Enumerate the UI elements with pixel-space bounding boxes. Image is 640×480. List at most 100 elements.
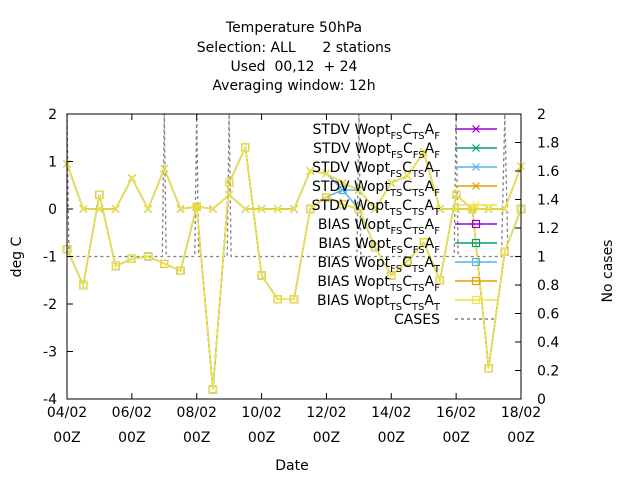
data-point xyxy=(471,276,481,286)
legend-label-part: C xyxy=(402,198,412,214)
legend-label-part: BIAS Wopt xyxy=(318,255,391,271)
legend-label-part: TS xyxy=(389,302,402,313)
title-line-1: Temperature 50hPa xyxy=(225,20,362,36)
x-tick-label-date: 14/02 xyxy=(371,405,411,421)
data-point xyxy=(471,295,481,305)
data-point xyxy=(192,202,201,211)
y-tick-label: -4 xyxy=(43,392,57,408)
legend-label-part: A xyxy=(425,141,435,157)
data-point xyxy=(419,238,428,247)
legend-label-part: BIAS Wopt xyxy=(317,274,390,290)
series-line xyxy=(66,150,522,211)
data-point xyxy=(127,254,136,263)
y-tick-label: 1 xyxy=(48,155,57,171)
legend-label: BIAS WoptFSCTSAF xyxy=(318,217,440,237)
legend-label-part: C xyxy=(403,236,413,252)
y2-tick-label: 0.4 xyxy=(537,335,559,351)
y2-tick-label: 2 xyxy=(537,107,546,123)
legend-label-part: TS xyxy=(411,302,424,313)
chart-title: Temperature 50hPa Selection: ALL 2 stati… xyxy=(197,20,391,94)
data-point xyxy=(208,385,218,394)
y-axis-right: 0 0.2 0.4 0.6 0.8 1 1.2 1.4 1.6 1.8 2 xyxy=(515,107,559,408)
data-point xyxy=(472,182,480,190)
data-point xyxy=(471,219,481,229)
series-line xyxy=(66,150,522,211)
data-point xyxy=(472,144,480,152)
legend-label-part: TS xyxy=(411,169,424,180)
title-line-4: Averaging window: 12h xyxy=(212,78,375,94)
data-point xyxy=(273,205,282,213)
x-axis: 04/02 00Z 06/02 00Z 08/02 00Z 10/02 00Z 12/02 00Z… xyxy=(47,114,541,446)
data-point xyxy=(354,186,363,194)
y2-tick-label: 1 xyxy=(537,250,546,266)
legend-label-part: STDV Wopt xyxy=(312,179,390,195)
legend-label-part: A xyxy=(425,236,435,252)
legend-label: STDV WoptTSCTSAT xyxy=(312,198,441,218)
legend-label-part: F xyxy=(434,283,440,294)
legend-label-part: TS xyxy=(411,283,424,294)
legend-label-part: TS xyxy=(411,131,424,142)
series-layer xyxy=(62,113,526,394)
data-point xyxy=(435,276,445,285)
legend-label-part: TS xyxy=(411,207,424,218)
legend-label: BIAS WoptTSCTSAT xyxy=(317,293,441,313)
legend-label-part: A xyxy=(424,160,434,176)
x-tick-label-date: 04/02 xyxy=(47,405,87,421)
data-point xyxy=(209,205,217,213)
data-point xyxy=(306,204,315,214)
legend-label-part: CASES xyxy=(394,312,440,328)
data-point xyxy=(176,205,185,213)
legend-label-part: BIAS Wopt xyxy=(318,236,391,252)
legend-label-part: FS xyxy=(391,245,403,256)
x-tick-label-hour: 00Z xyxy=(313,430,340,446)
data-point xyxy=(79,205,88,213)
legend-label-part: F xyxy=(434,188,440,199)
x-tick-label-date: 16/02 xyxy=(436,405,476,421)
series-line xyxy=(66,150,522,211)
y2-axis-label: No cases xyxy=(600,240,616,303)
data-point xyxy=(144,205,152,213)
y-axis-label: deg C xyxy=(9,236,25,277)
y-tick-label: -1 xyxy=(43,250,57,266)
x-tick-label-date: 10/02 xyxy=(241,405,281,421)
data-point xyxy=(370,242,380,252)
legend-label-part: BIAS Wopt xyxy=(318,217,391,233)
legend-label-part: TS xyxy=(411,188,424,199)
legend-label: STDV WoptFSCTSAT xyxy=(312,160,441,180)
legend-label-part: FS xyxy=(413,245,425,256)
data-point xyxy=(338,200,347,209)
data-point xyxy=(257,205,266,213)
legend-label: BIAS WoptFSCTSAT xyxy=(318,255,441,275)
x-tick-label-date: 18/02 xyxy=(501,405,541,421)
legend-label-part: A xyxy=(424,198,434,214)
legend-label-part: FS xyxy=(391,150,403,161)
y2-tick-label: 1.8 xyxy=(537,136,559,152)
legend-label-part: C xyxy=(402,160,412,176)
x-tick-label-hour: 00Z xyxy=(378,430,405,446)
x-axis-label: Date xyxy=(275,458,308,474)
data-point xyxy=(471,238,481,248)
x-tick-label-date: 08/02 xyxy=(177,405,217,421)
data-point xyxy=(257,271,266,280)
series-4 xyxy=(63,148,525,213)
data-point xyxy=(127,174,136,183)
y2-tick-label: 1.6 xyxy=(537,164,559,180)
data-point xyxy=(289,295,299,304)
legend-label-part: F xyxy=(434,226,440,237)
legend-label-part: T xyxy=(433,169,441,180)
legend-label-part: C xyxy=(402,122,412,138)
y2-tick-label: 1.2 xyxy=(537,221,559,237)
legend-label-part: FS xyxy=(390,131,402,142)
series-line xyxy=(66,113,521,258)
legend-label: STDV WoptTSCTSAF xyxy=(312,179,440,199)
data-point xyxy=(452,190,461,199)
data-point xyxy=(500,205,509,213)
y-tick-label: 0 xyxy=(48,202,57,218)
y2-tick-label: 0.8 xyxy=(537,278,559,294)
legend-label-part: C xyxy=(403,141,413,157)
y2-tick-label: 1.4 xyxy=(537,193,559,209)
x-tick-label-hour: 00Z xyxy=(118,430,145,446)
y2-tick-label: 0.2 xyxy=(537,364,559,380)
legend-label-part: STDV Wopt xyxy=(312,160,390,176)
